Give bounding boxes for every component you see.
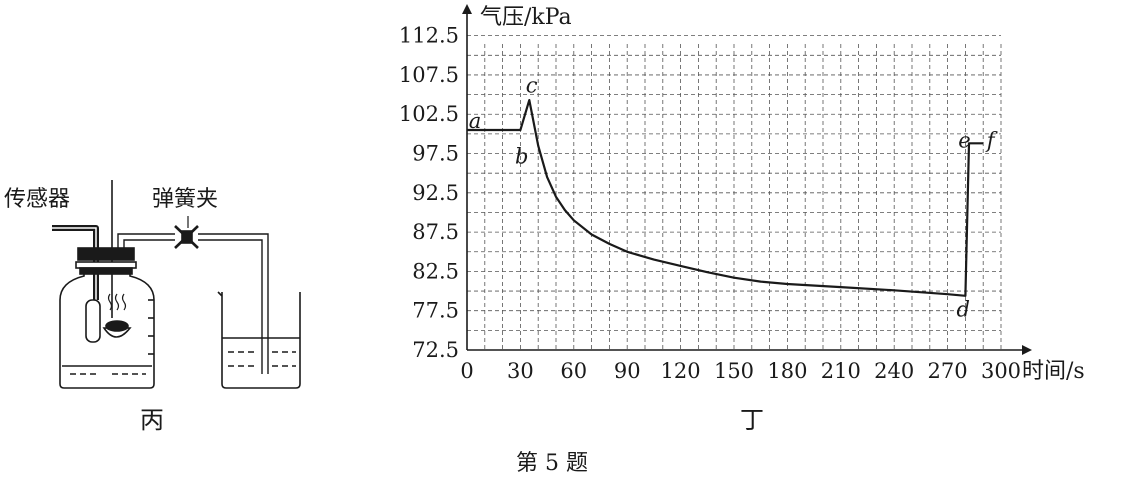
pressure-series-line bbox=[467, 99, 984, 297]
x-tick-label: 60 bbox=[560, 359, 587, 383]
x-tick-label: 180 bbox=[767, 359, 807, 383]
clamp-label: 弹簧夹 bbox=[152, 187, 218, 212]
connecting-tube bbox=[117, 233, 175, 250]
y-axis-label: 气压/kPa bbox=[480, 5, 572, 30]
apparatus-panel-label: 丙 bbox=[140, 406, 164, 434]
pressure-time-chart: 112.5107.5102.597.592.587.582.577.572.5 … bbox=[399, 4, 1085, 384]
y-tick-label: 77.5 bbox=[412, 299, 459, 323]
point-label-f: f bbox=[985, 129, 998, 153]
x-tick-label: 270 bbox=[928, 359, 968, 383]
y-tick-label: 92.5 bbox=[412, 181, 459, 205]
y-tick-label: 87.5 bbox=[412, 220, 459, 244]
point-label-b: b bbox=[515, 144, 528, 168]
point-annotations: a b c d e f bbox=[469, 74, 998, 322]
y-tick-labels: 112.5 107.5 102.5 97.5 92.5 87.5 82.5 77.5 72.5 bbox=[399, 24, 459, 362]
x-tick-label: 210 bbox=[821, 359, 861, 383]
point-label-c: c bbox=[526, 74, 538, 98]
gas-bottle bbox=[59, 268, 155, 389]
y-tick-label: 107.5 bbox=[399, 63, 459, 87]
x-tick-label: 300 bbox=[981, 359, 1021, 383]
x-tick-labels: 0 30 60 90 120 150 180 210 240 270 300 bbox=[460, 359, 1021, 383]
x-axis-arrow-icon bbox=[1022, 345, 1032, 355]
apparatus-diagram bbox=[52, 180, 301, 389]
point-label-d: d bbox=[957, 298, 970, 322]
spring-clamp-icon bbox=[174, 225, 199, 249]
sensor-probe bbox=[85, 299, 101, 343]
x-tick-label: 120 bbox=[661, 359, 701, 383]
x-tick-label: 240 bbox=[874, 359, 914, 383]
y-tick-label: 112.5 bbox=[399, 24, 459, 48]
point-label-e: e bbox=[958, 129, 970, 153]
x-tick-label: 150 bbox=[714, 359, 754, 383]
x-tick-label: 90 bbox=[614, 359, 641, 383]
y-tick-label: 72.5 bbox=[412, 338, 459, 362]
x-tick-label: 0 bbox=[460, 359, 473, 383]
rubber-stopper bbox=[77, 247, 135, 261]
y-tick-label: 82.5 bbox=[412, 259, 459, 283]
y-tick-label: 97.5 bbox=[412, 142, 459, 166]
chart-axes bbox=[462, 4, 1032, 355]
chart-grid bbox=[467, 35, 1002, 350]
chart-panel-label: 丁 bbox=[740, 406, 764, 434]
y-axis-arrow-icon bbox=[462, 4, 472, 14]
figure-caption: 第 5 题 bbox=[516, 451, 588, 476]
x-axis-label: 时间/s bbox=[1022, 359, 1085, 384]
x-tick-label: 30 bbox=[507, 359, 534, 383]
y-tick-label: 102.5 bbox=[399, 102, 459, 126]
beaker bbox=[217, 291, 301, 389]
sensor-label: 传感器 bbox=[4, 187, 70, 212]
point-label-a: a bbox=[469, 109, 482, 133]
